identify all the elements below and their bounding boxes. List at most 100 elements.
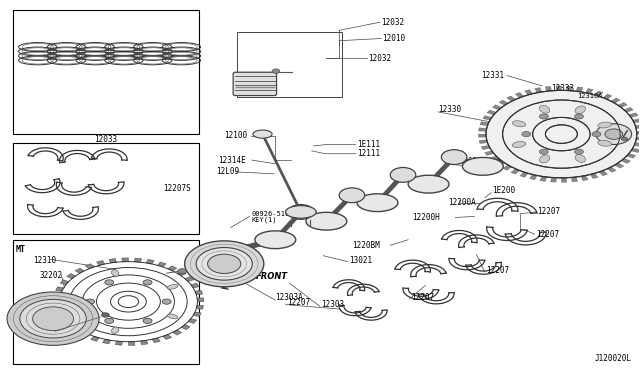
Circle shape — [575, 114, 584, 119]
Text: 12207S: 12207S — [164, 185, 191, 193]
Polygon shape — [511, 169, 520, 174]
Polygon shape — [540, 176, 547, 182]
Circle shape — [540, 149, 548, 154]
Text: 1220BM: 1220BM — [352, 241, 380, 250]
Text: 12333: 12333 — [551, 84, 574, 93]
Text: 12032: 12032 — [381, 18, 404, 27]
Polygon shape — [595, 91, 603, 96]
Polygon shape — [177, 271, 186, 276]
Polygon shape — [618, 102, 627, 108]
Text: 12207: 12207 — [537, 208, 560, 217]
Text: 12207: 12207 — [486, 266, 509, 275]
Text: 12L09: 12L09 — [216, 167, 239, 176]
Polygon shape — [637, 131, 640, 134]
Polygon shape — [634, 142, 640, 147]
Ellipse shape — [72, 299, 83, 304]
Polygon shape — [586, 89, 593, 94]
Polygon shape — [599, 170, 607, 176]
Circle shape — [621, 137, 628, 141]
Circle shape — [163, 299, 172, 304]
Polygon shape — [499, 100, 508, 105]
Polygon shape — [479, 128, 486, 131]
Text: 12200A: 12200A — [448, 198, 476, 207]
Text: 12207: 12207 — [287, 298, 310, 307]
Polygon shape — [550, 177, 556, 182]
Polygon shape — [80, 332, 89, 337]
Ellipse shape — [357, 194, 398, 212]
Circle shape — [207, 254, 241, 273]
Text: 12111: 12111 — [357, 149, 380, 158]
Circle shape — [177, 269, 186, 274]
Text: 00926-51600: 00926-51600 — [252, 211, 298, 217]
Polygon shape — [75, 268, 84, 273]
Polygon shape — [60, 280, 68, 285]
Ellipse shape — [463, 157, 503, 175]
Text: 12100: 12100 — [224, 131, 247, 140]
Text: J120020L: J120020L — [595, 354, 632, 363]
Polygon shape — [70, 327, 79, 333]
Polygon shape — [614, 163, 624, 168]
Polygon shape — [63, 322, 72, 327]
Polygon shape — [520, 172, 528, 177]
Circle shape — [272, 69, 280, 73]
Polygon shape — [490, 156, 499, 161]
Polygon shape — [191, 283, 199, 288]
Polygon shape — [590, 173, 598, 179]
Circle shape — [339, 188, 365, 203]
Polygon shape — [611, 98, 620, 103]
Circle shape — [143, 318, 152, 324]
Text: 1E111: 1E111 — [357, 140, 380, 149]
Polygon shape — [631, 148, 640, 153]
FancyBboxPatch shape — [233, 72, 276, 96]
Polygon shape — [545, 86, 552, 91]
Polygon shape — [621, 158, 630, 163]
Circle shape — [86, 299, 95, 304]
Polygon shape — [197, 298, 204, 302]
Circle shape — [522, 132, 531, 137]
Text: 12310A: 12310A — [577, 93, 602, 99]
Polygon shape — [54, 309, 62, 313]
Circle shape — [20, 299, 86, 338]
Polygon shape — [185, 276, 194, 282]
Ellipse shape — [598, 122, 611, 128]
Polygon shape — [140, 340, 148, 345]
Circle shape — [102, 313, 109, 317]
Polygon shape — [102, 339, 111, 344]
Circle shape — [605, 129, 623, 139]
Polygon shape — [109, 259, 116, 263]
Polygon shape — [53, 302, 60, 305]
Circle shape — [196, 247, 252, 280]
Circle shape — [143, 280, 152, 285]
Bar — [13, 10, 198, 134]
Circle shape — [33, 307, 74, 331]
Polygon shape — [633, 119, 640, 123]
Circle shape — [7, 292, 99, 345]
Polygon shape — [483, 116, 492, 120]
Polygon shape — [122, 258, 129, 262]
Bar — [13, 143, 198, 234]
Polygon shape — [572, 177, 577, 182]
Polygon shape — [534, 87, 542, 93]
Circle shape — [540, 114, 548, 119]
Polygon shape — [607, 167, 616, 172]
Text: 32202: 32202 — [39, 271, 62, 280]
Ellipse shape — [253, 130, 272, 138]
Ellipse shape — [111, 327, 119, 334]
Polygon shape — [525, 90, 532, 95]
Polygon shape — [629, 113, 638, 118]
Polygon shape — [129, 341, 135, 345]
Ellipse shape — [512, 141, 526, 147]
Circle shape — [390, 167, 416, 182]
Text: 12314E: 12314E — [218, 155, 246, 164]
Polygon shape — [115, 341, 122, 345]
Polygon shape — [636, 137, 640, 140]
Polygon shape — [556, 86, 561, 90]
Polygon shape — [566, 86, 572, 91]
Polygon shape — [576, 87, 583, 92]
Circle shape — [442, 150, 467, 164]
Ellipse shape — [255, 231, 296, 248]
Polygon shape — [604, 94, 612, 99]
Ellipse shape — [168, 284, 178, 289]
Text: 12331: 12331 — [481, 71, 504, 80]
Polygon shape — [85, 264, 94, 269]
